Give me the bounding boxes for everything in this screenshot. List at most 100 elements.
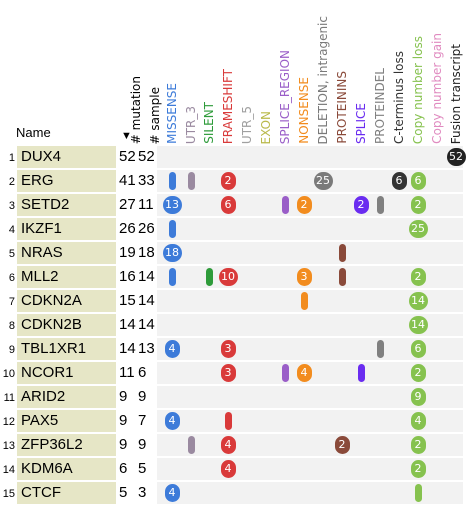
- mutation-marker-copy-number-loss[interactable]: 2: [410, 364, 426, 382]
- table-row[interactable]: 3 SETD2 27 11 13 6 2 2 2: [0, 194, 473, 218]
- mutation-marker-frameshift[interactable]: 4: [220, 436, 236, 454]
- table-row[interactable]: 12 PAX5 9 7 4 4: [0, 410, 473, 434]
- table-row[interactable]: 10 NCOR1 11 6 3 4 2: [0, 362, 473, 386]
- mutation-marker-copy-number-loss[interactable]: 2: [410, 460, 426, 478]
- column-header-splice-region[interactable]: SPLICE_REGION: [278, 49, 292, 144]
- column-header-sample[interactable]: # sample: [148, 86, 162, 145]
- table-row[interactable]: 7 CDKN2A 15 14 14: [0, 290, 473, 314]
- mutation-marker-missense[interactable]: 4: [164, 340, 180, 358]
- mutation-marker-splice[interactable]: 2: [353, 196, 369, 214]
- mutation-marker-proteinins[interactable]: [338, 244, 346, 262]
- table-row[interactable]: 14 KDM6A 6 5 4 2: [0, 458, 473, 482]
- mutation-marker-proteindel[interactable]: [376, 196, 384, 214]
- gene-name[interactable]: SETD2: [17, 194, 116, 216]
- sort-descending-icon[interactable]: ▼: [121, 130, 132, 142]
- mutation-marker-nonsense[interactable]: 4: [296, 364, 312, 382]
- mutation-marker-proteinins[interactable]: 2: [334, 436, 350, 454]
- gene-name[interactable]: CDKN2B: [17, 314, 116, 336]
- table-row[interactable]: 13 ZFP36L2 9 9 4 2 2: [0, 434, 473, 458]
- gene-name[interactable]: NRAS: [17, 242, 116, 264]
- mutation-marker-splice-region[interactable]: [281, 196, 289, 214]
- column-header-utr-5[interactable]: UTR_5: [240, 105, 254, 144]
- column-header-exon[interactable]: EXON: [259, 110, 273, 144]
- column-header-silent[interactable]: SILENT: [202, 102, 216, 144]
- column-header-nonsense[interactable]: NONSENSE: [297, 77, 311, 144]
- mutation-marker-missense[interactable]: [168, 268, 176, 286]
- gene-name[interactable]: PAX5: [17, 410, 116, 432]
- mutation-marker-missense[interactable]: 18: [162, 244, 182, 262]
- mutation-marker-splice-region[interactable]: [281, 364, 289, 382]
- gene-name[interactable]: KDM6A: [17, 458, 116, 480]
- mutation-marker-missense[interactable]: 4: [164, 484, 180, 502]
- mutation-marker-fusion-transcript[interactable]: 52: [446, 148, 466, 166]
- column-header-proteinins[interactable]: PROTEININS: [335, 71, 349, 144]
- mutation-marker-copy-number-loss[interactable]: 14: [408, 316, 428, 334]
- mutation-marker-deletion-intragenic[interactable]: 25: [313, 172, 333, 190]
- table-row[interactable]: 2 ERG 41 33 2 25 6 6: [0, 170, 473, 194]
- mutation-marker-proteindel[interactable]: [376, 340, 384, 358]
- mutation-marker-silent[interactable]: [205, 268, 213, 286]
- gene-name[interactable]: TBL1XR1: [17, 338, 116, 360]
- mutation-marker-missense[interactable]: [168, 172, 176, 190]
- mutation-marker-utr-3[interactable]: [187, 436, 195, 454]
- column-header-fusion-transcript[interactable]: Fusion transcript: [449, 43, 463, 144]
- column-header-c-terminus-loss[interactable]: C-terminus loss: [392, 51, 406, 144]
- mutation-marker-copy-number-loss[interactable]: 9: [410, 388, 426, 406]
- column-header-copy-number-loss[interactable]: Copy number loss: [411, 35, 425, 144]
- column-header-copy-number-gain[interactable]: Copy number gain: [430, 33, 444, 144]
- gene-name[interactable]: MLL2: [17, 266, 116, 288]
- mutation-marker-copy-number-loss[interactable]: 25: [408, 220, 428, 238]
- gene-name[interactable]: ZFP36L2: [17, 434, 116, 456]
- mutation-marker-frameshift[interactable]: 2: [220, 172, 236, 190]
- column-header-deletion-intragenic[interactable]: DELETION, intragenic: [316, 15, 330, 144]
- mutation-grid-row: [157, 386, 463, 408]
- mutation-marker-frameshift[interactable]: 3: [220, 340, 236, 358]
- column-header-splice[interactable]: SPLICE: [354, 102, 368, 144]
- mutation-marker-frameshift[interactable]: 3: [220, 364, 236, 382]
- mutation-marker-nonsense[interactable]: [300, 292, 308, 310]
- mutation-marker-copy-number-loss[interactable]: 2: [410, 268, 426, 286]
- column-header-missense[interactable]: MISSENSE: [165, 83, 179, 144]
- mutation-marker-copy-number-loss[interactable]: 6: [410, 172, 426, 190]
- gene-name[interactable]: DUX4: [17, 146, 116, 168]
- mutation-marker-copy-number-loss[interactable]: 6: [410, 340, 426, 358]
- column-header-proteindel[interactable]: PROTEINDEL: [373, 68, 387, 144]
- name-column-header[interactable]: Name: [16, 125, 51, 140]
- mutation-marker-proteinins[interactable]: [338, 268, 346, 286]
- gene-name[interactable]: ARID2: [17, 386, 116, 408]
- column-header-utr-3[interactable]: UTR_3: [184, 105, 198, 144]
- mutation-marker-copy-number-loss[interactable]: 2: [410, 436, 426, 454]
- mutation-marker-copy-number-loss[interactable]: 2: [410, 196, 426, 214]
- mutation-marker-splice[interactable]: [357, 364, 365, 382]
- table-row[interactable]: 6 MLL2 16 14 10 3 2: [0, 266, 473, 290]
- mutation-marker-copy-number-loss[interactable]: 14: [408, 292, 428, 310]
- mutation-marker-frameshift[interactable]: 6: [220, 196, 236, 214]
- mutation-marker-missense[interactable]: 13: [162, 196, 182, 214]
- gene-name[interactable]: IKZF1: [17, 218, 116, 240]
- mutation-marker-nonsense[interactable]: 2: [296, 196, 312, 214]
- table-row[interactable]: 15 CTCF 5 3 4: [0, 482, 473, 506]
- column-header-frameshift[interactable]: FRAMESHIFT: [221, 68, 235, 144]
- table-row[interactable]: 9 TBL1XR1 14 13 4 3 6: [0, 338, 473, 362]
- table-row[interactable]: 4 IKZF1 26 26 25: [0, 218, 473, 242]
- mutation-marker-copy-number-loss[interactable]: 4: [410, 412, 426, 430]
- gene-name[interactable]: CTCF: [17, 482, 116, 504]
- gene-name[interactable]: ERG: [17, 170, 116, 192]
- mutation-marker-missense[interactable]: [168, 220, 176, 238]
- table-row[interactable]: 11 ARID2 9 9 9: [0, 386, 473, 410]
- mutation-marker-c-terminus-loss[interactable]: 6: [391, 172, 407, 190]
- mutation-marker-frameshift[interactable]: 10: [218, 268, 238, 286]
- mutation-marker-missense[interactable]: 4: [164, 412, 180, 430]
- column-header-mutation[interactable]: # mutation: [129, 75, 143, 144]
- gene-name[interactable]: CDKN2A: [17, 290, 116, 312]
- gene-name[interactable]: NCOR1: [17, 362, 116, 384]
- table-row[interactable]: 5 NRAS 19 18 18: [0, 242, 473, 266]
- sample-count: 33: [138, 172, 155, 189]
- mutation-marker-nonsense[interactable]: 3: [296, 268, 312, 286]
- mutation-marker-utr-3[interactable]: [187, 172, 195, 190]
- mutation-marker-frameshift[interactable]: [224, 412, 232, 430]
- table-row[interactable]: 1 DUX4 52 52 52: [0, 146, 473, 170]
- table-row[interactable]: 8 CDKN2B 14 14 14: [0, 314, 473, 338]
- mutation-marker-copy-number-loss[interactable]: [414, 484, 422, 502]
- mutation-marker-frameshift[interactable]: 4: [220, 460, 236, 478]
